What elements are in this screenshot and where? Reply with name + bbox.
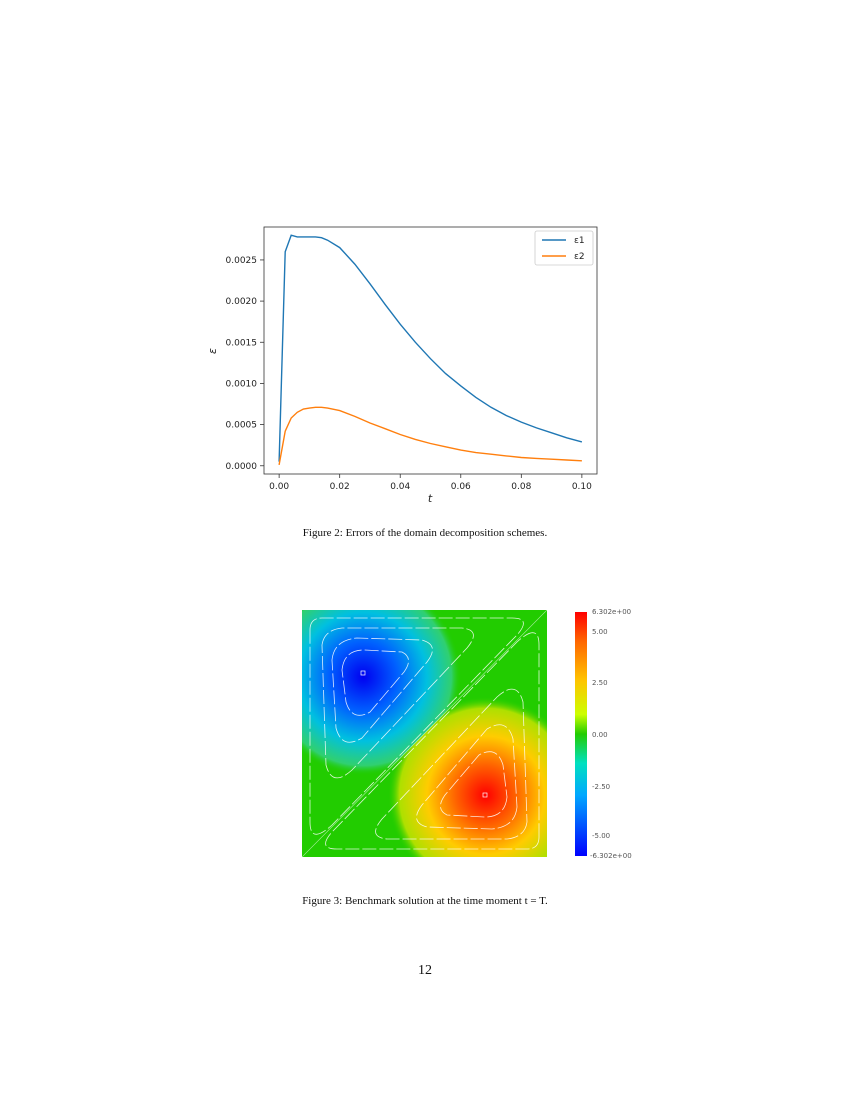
max-marker [482, 792, 488, 798]
error-chart: 0.00 0.02 0.04 0.06 0.08 0.10 0.00000.00050.0… [206, 226, 598, 505]
colorbar-min-label: -6.302e+00 [590, 852, 632, 860]
plot-frame [263, 226, 598, 475]
y-tick-label: 0.0015 [226, 338, 258, 348]
contour-lower-2 [375, 688, 528, 840]
benchmark-contour-plot [302, 610, 547, 857]
contour-lower-3 [416, 724, 518, 830]
colorbar-label: 0.00 [592, 731, 608, 739]
x-tick-label: 0.10 [572, 482, 592, 492]
y-tick-label: 0.0010 [226, 379, 258, 389]
y-tick-label: 0.0000 [226, 462, 258, 472]
x-axis-label: t [428, 492, 433, 505]
colorbar-max-label: 6.302e+00 [592, 608, 632, 616]
legend-label-e1: ε1 [574, 236, 585, 246]
y-tick-label: 0.0020 [226, 297, 258, 307]
colorbar-label: -5.00 [592, 832, 611, 840]
colorbar-label: -2.50 [592, 783, 611, 791]
y-tick-label: 0.0025 [226, 256, 258, 266]
x-tick-label: 0.04 [390, 482, 410, 492]
page-number: 12 [418, 963, 432, 978]
y-tick-label: 0.0005 [226, 421, 258, 431]
contour-upper-1 [309, 617, 524, 835]
series-lines [278, 234, 583, 466]
diagonal-line [302, 610, 547, 857]
legend: ε1 ε2 [534, 230, 594, 266]
x-ticks: 0.00 0.02 0.04 0.06 0.08 0.10 [269, 474, 592, 492]
contour-lines [309, 617, 540, 850]
contour-lower-4 [440, 751, 508, 818]
colorbar-labels: 6.302e+00 5.00 2.50 0.00 -2.50 -5.00 -6.… [588, 608, 648, 868]
x-tick-label: 0.00 [269, 482, 289, 492]
legend-label-e2: ε2 [574, 252, 585, 262]
x-tick-label: 0.06 [451, 482, 471, 492]
y-ticks: 0.0000 0.0005 0.0010 0.0015 0.0020 0.0025 [226, 256, 264, 472]
x-tick-label: 0.08 [511, 482, 531, 492]
series-line-1 [278, 234, 583, 462]
y-axis-label: ε [206, 348, 219, 354]
figure-2-caption: Figure 2: Errors of the domain decomposi… [302, 527, 548, 539]
series-line-2 [278, 406, 582, 466]
contour-upper-3 [331, 637, 433, 743]
contour-upper-4 [341, 649, 409, 716]
figure-3-caption: Figure 3: Benchmark solution at the time… [302, 895, 548, 907]
contour-upper-2 [321, 627, 474, 779]
min-marker [360, 670, 366, 676]
x-tick-label: 0.02 [330, 482, 350, 492]
colorbar [575, 612, 587, 856]
colorbar-label: 2.50 [592, 679, 608, 687]
contour-lower-1 [325, 632, 540, 850]
colorbar-label: 5.00 [592, 628, 608, 636]
